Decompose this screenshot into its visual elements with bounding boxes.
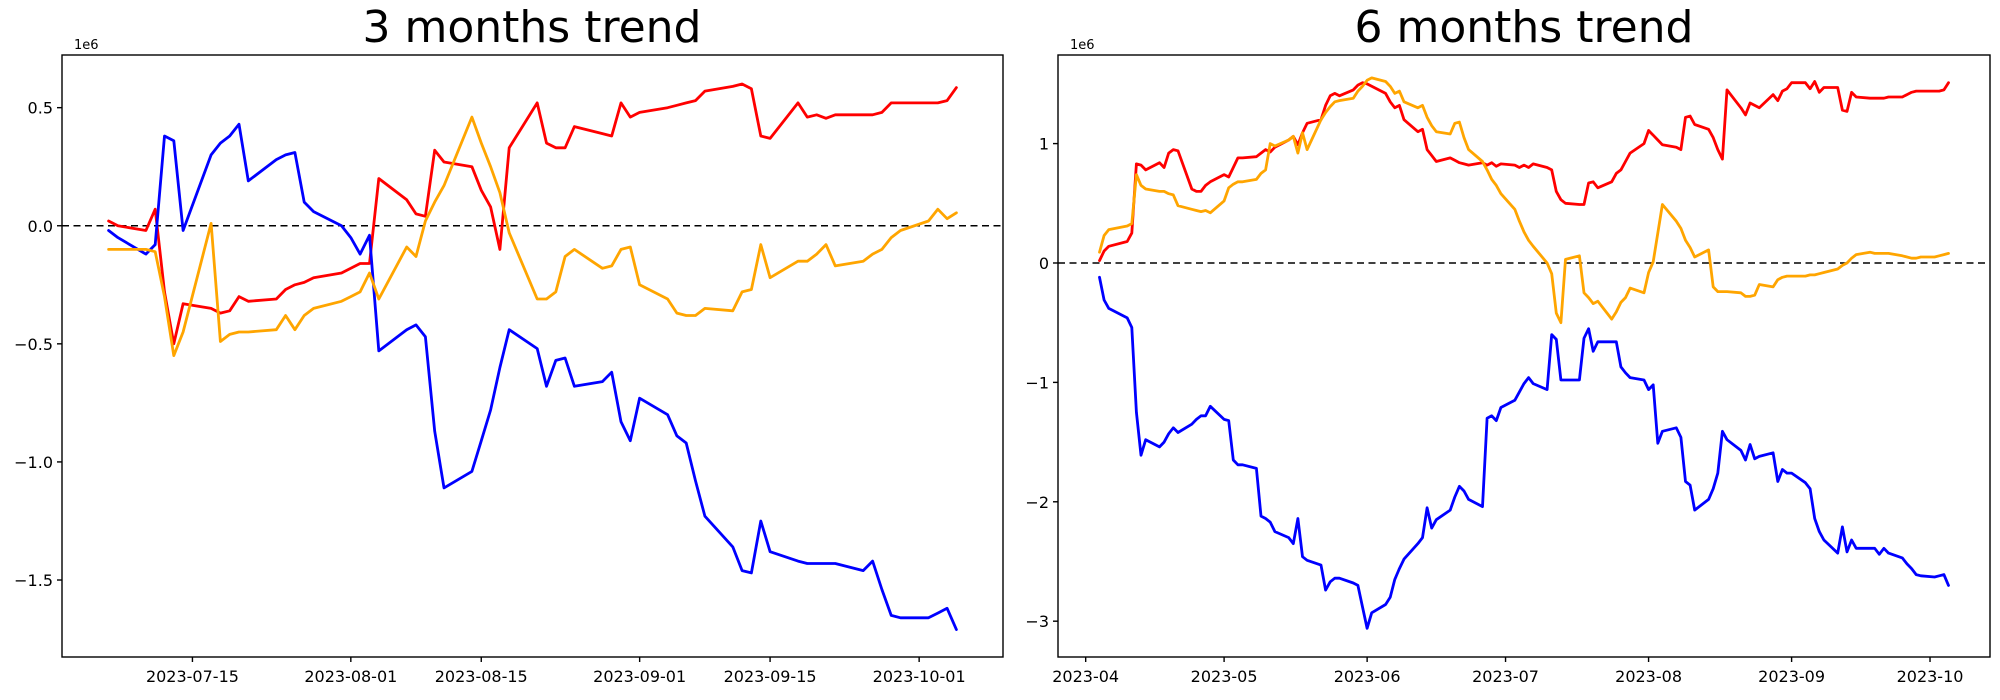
- x-tick-label: 2023-09: [1758, 667, 1825, 686]
- x-tick-label: 2023-07-15: [146, 667, 239, 686]
- x-tick-label: 2023-07: [1472, 667, 1539, 686]
- x-tick-label: 2023-08-15: [435, 667, 528, 686]
- y-tick-label: −1.0: [14, 453, 53, 472]
- y-tick-label: −3: [1025, 612, 1049, 631]
- y-axis-offset-label: 1e6: [74, 38, 99, 53]
- y-tick-label: −0.5: [14, 335, 53, 354]
- series-line-blue: [107, 122, 958, 631]
- series-line-red: [1098, 80, 1950, 263]
- chart-title-6-months: 6 months trend: [1354, 2, 1694, 53]
- y-tick-label: −1.5: [14, 571, 53, 590]
- x-tick-label: 2023-10-01: [873, 667, 966, 686]
- x-tick-label: 2023-04: [1052, 667, 1119, 686]
- series-line-orange: [107, 115, 958, 358]
- x-tick-label: 2023-10: [1897, 667, 1964, 686]
- y-tick-label: 0.5: [28, 99, 53, 118]
- y-tick-label: 0: [1039, 254, 1049, 273]
- plot-spines: [61, 54, 1004, 658]
- chart-title-3-months: 3 months trend: [362, 2, 702, 53]
- series-line-blue: [1098, 275, 1950, 630]
- x-tick-label: 2023-09-15: [724, 667, 817, 686]
- axes-3-months-trend: 0.5 0.0 −0.5 −1.0 −1.5 2023-07-15 2023-08-01 20…: [14, 38, 1004, 686]
- y-tick-label: 0.0: [28, 217, 53, 236]
- x-tick-label: 2023-08-01: [304, 667, 397, 686]
- series-line-red: [107, 82, 958, 346]
- plot-spines: [1057, 54, 1991, 658]
- x-tick-label: 2023-09-01: [593, 667, 686, 686]
- x-tick-label: 2023-05: [1191, 667, 1258, 686]
- axes-6-months-trend: 1 0 −1 −2 −3 2023-04 2023-05 2023-06 2023-07 2023…: [1025, 38, 1991, 686]
- x-tick-label: 2023-08: [1615, 667, 1682, 686]
- y-axis-offset-label: 1e6: [1070, 38, 1095, 53]
- y-tick-label: 1: [1039, 135, 1049, 154]
- y-tick-label: −2: [1025, 493, 1049, 512]
- y-tick-label: −1: [1025, 373, 1049, 392]
- series-line-orange: [1098, 76, 1950, 325]
- x-tick-label: 2023-06: [1334, 667, 1401, 686]
